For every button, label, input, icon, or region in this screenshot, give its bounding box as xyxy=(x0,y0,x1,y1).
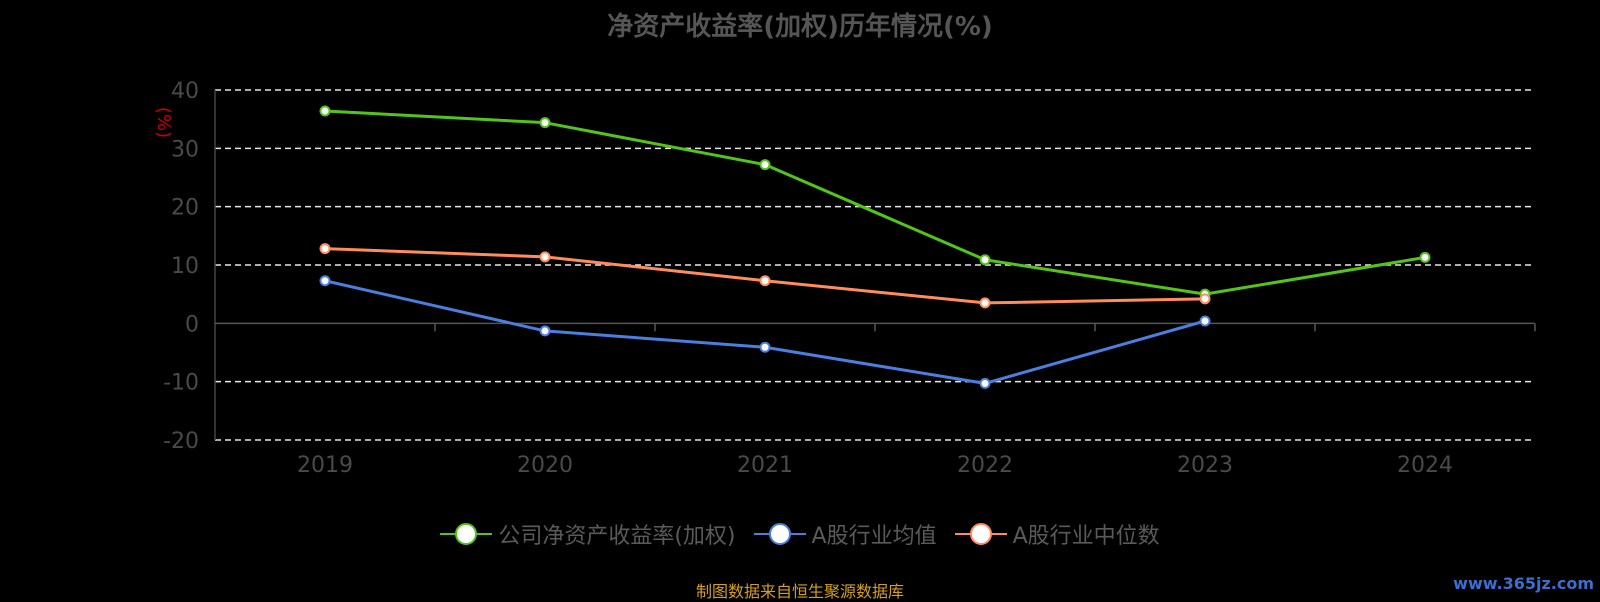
data-point-s0-2022 xyxy=(979,254,991,266)
data-point-s1-2022 xyxy=(979,377,991,389)
legend-marker-industry-median xyxy=(954,523,1007,545)
y-tick-label-20: 20 xyxy=(171,196,199,221)
data-point-s1-2021 xyxy=(759,341,771,353)
x-tick-label-2021: 2021 xyxy=(737,453,793,478)
y-axis-label: (%) xyxy=(153,107,174,138)
data-point-s2-2022 xyxy=(979,297,991,309)
data-point-s2-2020 xyxy=(539,251,551,263)
x-tick-label-2023: 2023 xyxy=(1177,453,1233,478)
series-line-0 xyxy=(324,109,1426,296)
y-tick-label-40: 40 xyxy=(171,79,199,104)
data-point-s1-2019 xyxy=(319,275,331,287)
data-point-s1-2020 xyxy=(539,325,551,337)
watermark: www.365jz.com xyxy=(1453,574,1594,593)
legend-label-company-roe: 公司净资产收益率(加权) xyxy=(498,524,736,549)
chart-title: 净资产收益率(加权)历年情况(%) xyxy=(607,12,993,42)
legend-item-industry-median[interactable]: A股行业中位数 xyxy=(954,518,1160,550)
legend-label-industry-mean: A股行业均值 xyxy=(811,524,937,549)
data-point-s0-2020 xyxy=(539,117,551,129)
data-point-s2-2023 xyxy=(1199,293,1211,305)
legend-label-industry-median: A股行业中位数 xyxy=(1012,524,1160,549)
data-point-s0-2024 xyxy=(1419,251,1431,263)
legend-marker-company-roe xyxy=(440,523,493,545)
y-tick-label-0: 0 xyxy=(185,312,199,337)
y-tick-label--20: -20 xyxy=(163,429,199,454)
data-point-s2-2021 xyxy=(759,275,771,287)
series-line-1 xyxy=(324,279,1206,385)
x-tick-label-2020: 2020 xyxy=(517,453,573,478)
y-tick-label-10: 10 xyxy=(171,254,199,279)
data-point-s2-2019 xyxy=(319,243,331,255)
legend-item-company-roe[interactable]: 公司净资产收益率(加权) xyxy=(440,518,736,550)
x-tick-label-2022: 2022 xyxy=(957,453,1013,478)
chart-legend: 公司净资产收益率(加权) A股行业均值 A股行业中位数 xyxy=(0,518,1600,550)
y-tick-label--10: -10 xyxy=(163,371,199,396)
x-tick-label-2024: 2024 xyxy=(1397,453,1453,478)
legend-marker-industry-mean xyxy=(753,523,806,545)
data-point-s0-2021 xyxy=(759,159,771,171)
data-point-s0-2019 xyxy=(319,105,331,117)
data-point-s1-2023 xyxy=(1199,315,1211,327)
source-note: 制图数据来自恒生聚源数据库 xyxy=(695,582,904,601)
x-tick-label-2019: 2019 xyxy=(297,453,353,478)
y-tick-label-30: 30 xyxy=(171,137,199,162)
legend-item-industry-mean[interactable]: A股行业均值 xyxy=(753,518,937,550)
